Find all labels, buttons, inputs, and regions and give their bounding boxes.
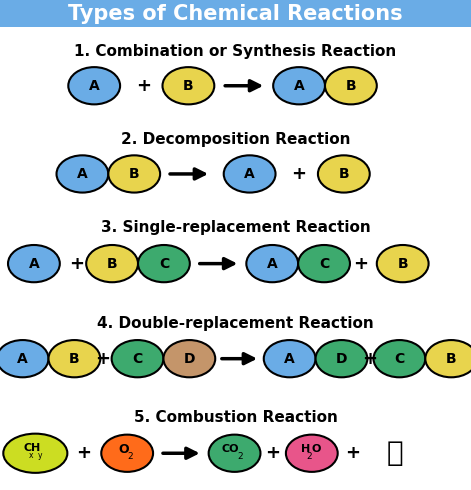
Text: A: A [89,79,99,93]
Ellipse shape [162,67,214,104]
Text: A: A [17,352,28,366]
Ellipse shape [325,67,377,104]
Ellipse shape [3,434,67,473]
Text: 4. Double-replacement Reaction: 4. Double-replacement Reaction [97,316,374,331]
Text: 3. Single-replacement Reaction: 3. Single-replacement Reaction [101,220,370,235]
Text: A: A [284,352,295,366]
Ellipse shape [209,435,260,472]
Text: B: B [346,79,356,93]
Text: B: B [398,257,408,270]
Text: A: A [244,167,255,181]
Text: B: B [129,167,139,181]
Text: CO: CO [221,444,239,454]
Ellipse shape [246,245,298,282]
Ellipse shape [264,340,316,377]
Ellipse shape [0,340,49,377]
Text: 2: 2 [306,452,312,461]
Ellipse shape [377,245,429,282]
FancyBboxPatch shape [0,0,471,27]
Ellipse shape [112,340,163,377]
Ellipse shape [57,155,108,193]
Text: A: A [77,167,88,181]
Text: C: C [23,443,32,453]
Ellipse shape [318,155,370,193]
Text: C: C [319,257,329,270]
Text: +: + [265,444,280,462]
Text: 🔥: 🔥 [386,439,403,467]
Ellipse shape [138,245,190,282]
Ellipse shape [101,435,153,472]
Ellipse shape [8,245,60,282]
Text: +: + [95,350,110,368]
Text: D: D [336,352,347,366]
Text: O: O [312,444,321,454]
Ellipse shape [316,340,367,377]
Text: B: B [107,257,117,270]
Ellipse shape [224,155,276,193]
Ellipse shape [49,340,100,377]
Text: A: A [29,257,39,270]
Text: +: + [136,77,151,95]
Text: Types of Chemical Reactions: Types of Chemical Reactions [68,4,403,24]
Text: +: + [345,444,360,462]
Text: C: C [132,352,143,366]
Text: B: B [183,79,194,93]
Text: +: + [362,350,377,368]
Text: B: B [69,352,80,366]
Text: y: y [38,451,42,460]
Ellipse shape [286,435,338,472]
Ellipse shape [298,245,350,282]
Ellipse shape [374,340,425,377]
Ellipse shape [86,245,138,282]
Text: H: H [300,444,310,454]
Text: +: + [353,255,368,272]
Ellipse shape [163,340,215,377]
Text: C: C [394,352,405,366]
Text: 2. Decomposition Reaction: 2. Decomposition Reaction [121,132,350,147]
Text: +: + [292,165,307,183]
Text: x: x [28,451,33,460]
Text: C: C [159,257,169,270]
Text: D: D [184,352,195,366]
Ellipse shape [425,340,471,377]
Text: +: + [69,255,84,272]
Text: B: B [446,352,456,366]
Text: 2: 2 [237,452,243,461]
Text: B: B [339,167,349,181]
Text: 1. Combination or Synthesis Reaction: 1. Combination or Synthesis Reaction [74,44,397,59]
Text: A: A [267,257,277,270]
Ellipse shape [273,67,325,104]
Ellipse shape [68,67,120,104]
Text: A: A [294,79,304,93]
Ellipse shape [108,155,160,193]
Text: 5. Combustion Reaction: 5. Combustion Reaction [134,410,337,425]
Text: 2: 2 [128,452,133,461]
Text: +: + [76,444,91,462]
Text: O: O [119,443,129,456]
Text: H: H [31,443,40,453]
